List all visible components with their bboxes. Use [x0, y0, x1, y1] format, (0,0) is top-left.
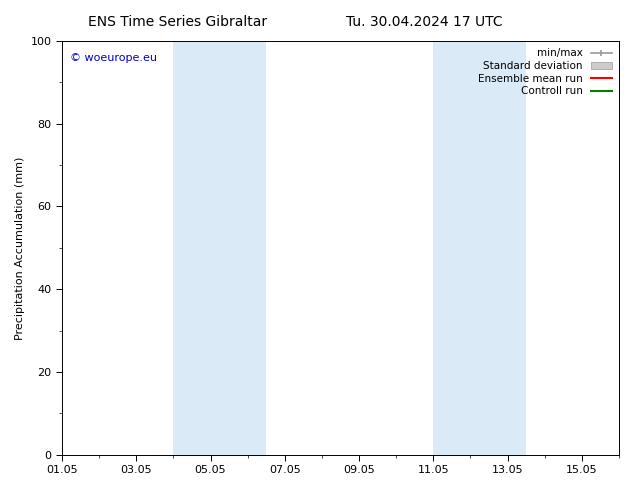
Bar: [433, 41, 526, 455]
Text: © woeurope.eu: © woeurope.eu: [70, 53, 157, 64]
Y-axis label: Precipitation Accumulation (mm): Precipitation Accumulation (mm): [15, 156, 25, 340]
Text: ENS Time Series Gibraltar: ENS Time Series Gibraltar: [88, 15, 267, 29]
Bar: [173, 41, 266, 455]
Text: Tu. 30.04.2024 17 UTC: Tu. 30.04.2024 17 UTC: [346, 15, 503, 29]
Legend: min/max, Standard deviation, Ensemble mean run, Controll run: min/max, Standard deviation, Ensemble me…: [476, 46, 614, 98]
